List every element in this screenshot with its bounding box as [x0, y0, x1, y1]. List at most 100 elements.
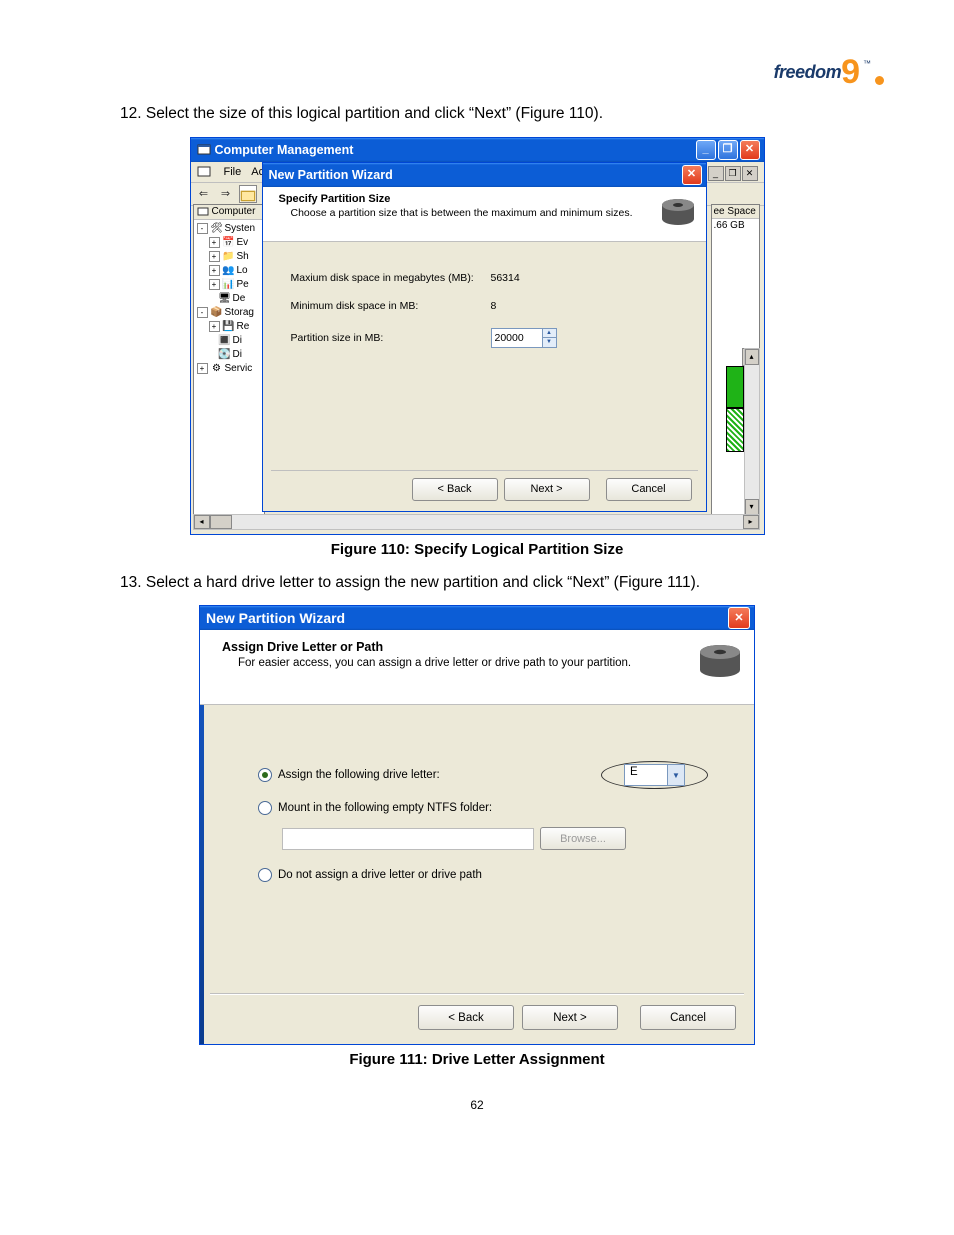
expand-icon[interactable]: - [197, 307, 208, 318]
tree-disk-management[interactable]: 💽 Di [195, 348, 263, 362]
min-size-value: 8 [491, 300, 497, 312]
cm-maximize-button[interactable]: ❐ [718, 140, 738, 160]
partition-size-spinbox[interactable]: ▲ ▼ [491, 328, 557, 348]
mdi-minimize[interactable]: _ [708, 166, 724, 181]
max-size-label: Maxium disk space in megabytes (MB): [291, 272, 491, 284]
scroll-thumb[interactable] [210, 515, 232, 529]
radio-assign[interactable] [258, 768, 272, 782]
npw1-titlebar: New Partition Wizard ✕ [263, 163, 706, 187]
expand-icon[interactable]: - [197, 223, 208, 234]
drive-letter-select[interactable]: E ▼ [624, 764, 685, 786]
cm-tree-panel: Computer - 🛠 Systen + 📅 Ev + [193, 204, 265, 516]
mdi-close[interactable]: ✕ [742, 166, 758, 181]
cm-minimize-button[interactable]: _ [696, 140, 716, 160]
npw2-section-sub: For easier access, you can assign a driv… [222, 657, 688, 669]
radio-none[interactable] [258, 868, 272, 882]
drive-letter-value: E [625, 765, 667, 785]
scroll-down-icon[interactable]: ▾ [745, 499, 759, 515]
horizontal-scrollbar[interactable]: ◂ ▸ [193, 514, 760, 530]
right-header-1: ee Space [712, 205, 759, 219]
logo: freedom 9 ™ [70, 60, 884, 85]
step-12-text: 12. Select the size of this logical part… [120, 103, 884, 125]
step-13-text: 13. Select a hard drive letter to assign… [120, 572, 884, 594]
computer-icon [197, 206, 209, 218]
spin-up-icon[interactable]: ▲ [542, 329, 556, 338]
storage-icon: 📦 [211, 307, 223, 319]
event-viewer-icon: 📅 [223, 237, 235, 249]
scroll-up-icon[interactable]: ▴ [745, 349, 759, 365]
npw1-section-title: Specify Partition Size [279, 193, 650, 205]
npw1-panel: Maxium disk space in megabytes (MB): 563… [263, 242, 706, 374]
page-number: 62 [70, 1098, 884, 1112]
computer-management-window: Computer Management _ ❐ ✕ File Ac _ ❐ ✕ [190, 137, 765, 535]
new-partition-wizard-dialog-2: New Partition Wizard ✕ Assign Drive Lett… [199, 605, 755, 1045]
next-button[interactable]: Next > [522, 1005, 618, 1030]
expand-icon[interactable]: + [209, 251, 220, 262]
disk-icon [696, 638, 744, 686]
next-button[interactable]: Next > [504, 478, 590, 501]
scroll-left-icon[interactable]: ◂ [194, 515, 210, 529]
expand-icon[interactable]: + [209, 237, 220, 248]
drive-letter-highlight: E ▼ [601, 761, 708, 789]
tree-performance[interactable]: + 📊 Pe [195, 278, 263, 292]
separator [271, 470, 698, 471]
cancel-button[interactable]: Cancel [606, 478, 692, 501]
partition-green [726, 366, 744, 408]
expand-icon[interactable]: + [197, 363, 208, 374]
partition-size-input[interactable] [492, 329, 542, 347]
menu-file[interactable]: File [224, 166, 242, 178]
tree-storage[interactable]: - 📦 Storag [195, 306, 263, 320]
npw2-section-header: Assign Drive Letter or Path For easier a… [200, 630, 754, 705]
toolbar-forward-icon[interactable]: ⇒ [217, 185, 235, 203]
vertical-scrollbar[interactable]: ▴ ▾ [744, 348, 760, 516]
expand-icon[interactable]: + [209, 265, 220, 276]
cm-title: Computer Management [215, 143, 696, 157]
cm-close-button[interactable]: ✕ [740, 140, 760, 160]
back-button[interactable]: < Back [412, 478, 498, 501]
separator [210, 993, 744, 994]
mdi-restore[interactable]: ❐ [725, 166, 741, 181]
expand-icon[interactable]: + [209, 279, 220, 290]
npw2-close-button[interactable]: ✕ [728, 607, 750, 629]
tree-services[interactable]: + ⚙ Servic [195, 362, 263, 376]
logo-dot [875, 76, 884, 85]
logo-text: freedom [774, 62, 842, 83]
npw1-close-button[interactable]: ✕ [682, 165, 702, 185]
toolbar-back-icon[interactable]: ⇐ [195, 185, 213, 203]
opt-mount-label: Mount in the following empty NTFS folder… [278, 802, 492, 814]
tree-device-manager[interactable]: 🖥 De [195, 292, 263, 306]
tree-local-users[interactable]: + 👥 Lo [195, 264, 263, 278]
new-partition-wizard-dialog: New Partition Wizard ✕ Specify Partition… [262, 162, 707, 512]
cancel-button[interactable]: Cancel [640, 1005, 736, 1030]
figure-111-caption: Figure 111: Drive Letter Assignment [70, 1051, 884, 1068]
tree-shared-folders[interactable]: + 📁 Sh [195, 250, 263, 264]
mount-path-input[interactable] [282, 828, 534, 850]
expand-icon[interactable]: + [209, 321, 220, 332]
cm-title-icon [197, 143, 211, 157]
dropdown-arrow-icon[interactable]: ▼ [667, 765, 684, 785]
back-button[interactable]: < Back [418, 1005, 514, 1030]
browse-button[interactable]: Browse... [540, 827, 626, 850]
performance-icon: 📊 [223, 279, 235, 291]
tree-computer[interactable]: Computer [212, 206, 256, 217]
right-header-2: .66 GB [712, 219, 759, 232]
npw2-section-title: Assign Drive Letter or Path [222, 640, 688, 654]
removable-icon: 💾 [223, 321, 235, 333]
scroll-right-icon[interactable]: ▸ [743, 515, 759, 529]
tree-removable[interactable]: + 💾 Re [195, 320, 263, 334]
cm-titlebar: Computer Management _ ❐ ✕ [191, 138, 764, 162]
tree-system-tools[interactable]: - 🛠 Systen [195, 222, 263, 236]
defrag-icon: 🔳 [219, 335, 231, 347]
cm-menu-icon [197, 165, 211, 179]
toolbar-up-icon[interactable] [239, 185, 257, 203]
radio-mount[interactable] [258, 801, 272, 815]
max-size-value: 56314 [491, 272, 520, 284]
spin-down-icon[interactable]: ▼ [542, 337, 556, 347]
tree-event-viewer[interactable]: + 📅 Ev [195, 236, 263, 250]
tree-disk-defrag[interactable]: 🔳 Di [195, 334, 263, 348]
npw1-title: New Partition Wizard [269, 168, 682, 182]
mdi-controls: _ ❐ ✕ [708, 166, 758, 181]
disk-mgmt-icon: 💽 [219, 349, 231, 361]
logo-nine: 9 [841, 61, 860, 85]
logo-tm: ™ [863, 59, 871, 68]
